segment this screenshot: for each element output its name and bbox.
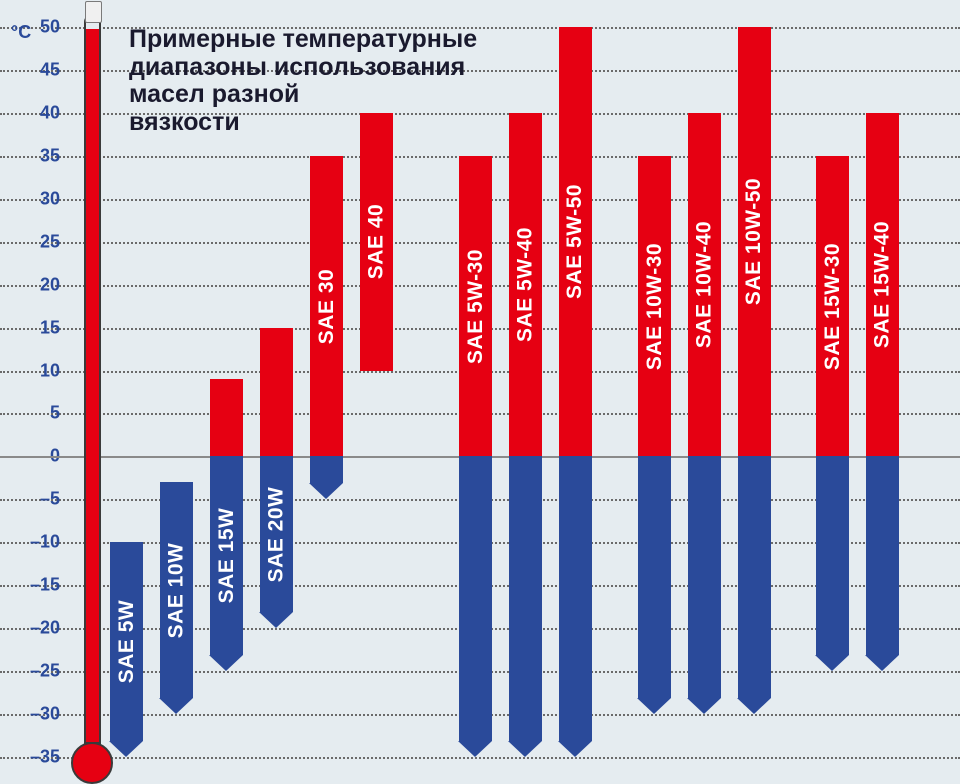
- bar-label: SAE 15W-30: [815, 156, 848, 457]
- bar-arrow-down-icon: [259, 612, 293, 628]
- y-tick-label: –10: [0, 532, 60, 553]
- thermometer-fill: [86, 29, 99, 742]
- bar-negative: [738, 456, 771, 698]
- bar-label: SAE 10W-50: [737, 27, 770, 456]
- y-tick-label: 5: [0, 403, 60, 424]
- bar-label: SAE 15W: [209, 456, 242, 655]
- thermometer-cap: [85, 1, 102, 23]
- y-tick-label: –15: [0, 575, 60, 596]
- bar-arrow-down-icon: [109, 741, 143, 757]
- bar-arrow-down-icon: [209, 655, 243, 671]
- y-tick-label: –30: [0, 704, 60, 725]
- y-tick-label: –25: [0, 661, 60, 682]
- grid-line: [0, 757, 960, 759]
- bar-negative: [638, 456, 671, 698]
- chart-title-line: масел разной: [129, 81, 477, 109]
- bar-negative: [559, 456, 592, 741]
- y-tick-label: 45: [0, 59, 60, 80]
- bar-arrow-down-icon: [309, 483, 343, 499]
- bar-arrow-down-icon: [815, 655, 849, 671]
- y-tick-label: 30: [0, 188, 60, 209]
- chart-title-line: Примерные температурные: [129, 26, 477, 54]
- bar-label: SAE 40: [359, 113, 392, 371]
- oil-viscosity-temperature-chart: 50454035302520151050–5–10–15–20–25–30–35…: [0, 0, 960, 784]
- y-tick-label: 10: [0, 360, 60, 381]
- y-tick-label: 35: [0, 145, 60, 166]
- bar-label: SAE 30: [309, 156, 342, 457]
- bar-negative: [310, 456, 343, 483]
- bar-positive: [210, 379, 243, 456]
- bar-arrow-down-icon: [159, 698, 193, 714]
- bar-label: SAE 10W-40: [687, 113, 720, 457]
- bar-negative: [459, 456, 492, 741]
- bar-arrow-down-icon: [508, 741, 542, 757]
- y-tick-label: 25: [0, 231, 60, 252]
- bar-positive: [260, 328, 293, 457]
- bar-arrow-down-icon: [558, 741, 592, 757]
- bar-arrow-down-icon: [637, 698, 671, 714]
- chart-title-line: вязкости: [129, 109, 477, 137]
- bar-label: SAE 15W-40: [865, 113, 898, 457]
- y-tick-label: –20: [0, 618, 60, 639]
- chart-title-line: диапазоны использования: [129, 54, 477, 82]
- y-tick-label: –35: [0, 747, 60, 768]
- thermometer-bulb-icon: [71, 742, 113, 784]
- bar-label: SAE 5W-40: [508, 113, 541, 457]
- bar-negative: [688, 456, 721, 698]
- bar-negative: [509, 456, 542, 741]
- bar-negative: [816, 456, 849, 655]
- y-axis-unit: °C: [11, 22, 31, 43]
- y-tick-label: 20: [0, 274, 60, 295]
- bar-label: SAE 5W-30: [458, 156, 491, 457]
- bar-arrow-down-icon: [865, 655, 899, 671]
- bar-label: SAE 10W: [159, 482, 192, 698]
- bar-label: SAE 20W: [259, 456, 292, 612]
- bar-label: SAE 5W-50: [558, 27, 591, 456]
- bar-arrow-down-icon: [687, 698, 721, 714]
- bar-label: SAE 10W-30: [637, 156, 670, 457]
- chart-title: Примерные температурныедиапазоны использ…: [129, 26, 477, 136]
- bar-arrow-down-icon: [458, 741, 492, 757]
- bar-arrow-down-icon: [737, 698, 771, 714]
- y-tick-label: 15: [0, 317, 60, 338]
- bar-negative: [866, 456, 899, 655]
- thermometer-stem: [84, 14, 101, 744]
- y-tick-label: 40: [0, 102, 60, 123]
- y-tick-label: –5: [0, 489, 60, 510]
- bar-label: SAE 5W: [109, 542, 142, 741]
